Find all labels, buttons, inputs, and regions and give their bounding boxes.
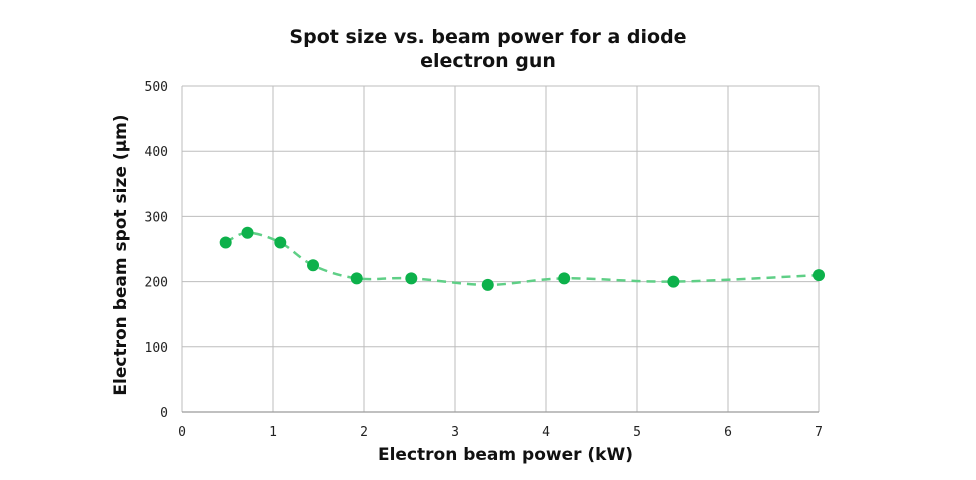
data-point <box>219 236 232 249</box>
data-point <box>350 272 363 285</box>
data-point <box>558 272 571 285</box>
y-tick-label: 500 <box>145 80 168 95</box>
x-tick-label: 6 <box>724 425 732 440</box>
y-tick-label: 300 <box>145 210 168 225</box>
data-point <box>813 269 825 282</box>
y-tick-label: 400 <box>145 145 168 160</box>
x-tick-label: 0 <box>178 425 186 440</box>
x-tick-label: 2 <box>360 425 368 440</box>
tick-labels: 0 1 2 3 4 5 6 7 0 100 200 300 400 500 <box>145 80 823 440</box>
chart-title-line-1: Spot size vs. beam power for a diode <box>289 26 687 48</box>
y-tick-label: 0 <box>160 406 168 421</box>
x-tick-label: 7 <box>815 425 823 440</box>
x-tick-label: 3 <box>451 425 459 440</box>
data-point <box>405 272 418 285</box>
data-point <box>667 275 680 288</box>
y-tick-label: 100 <box>145 341 168 356</box>
x-axis-title: Electron beam power (kW) <box>378 445 633 465</box>
series-line <box>225 231 820 287</box>
x-tick-label: 1 <box>269 425 277 440</box>
x-tick-label: 4 <box>542 425 550 440</box>
data-point <box>274 236 287 249</box>
data-point <box>307 259 320 272</box>
grid <box>181 85 820 413</box>
data-point <box>241 226 254 239</box>
y-tick-label: 200 <box>145 276 168 291</box>
x-tick-label: 5 <box>633 425 641 440</box>
chart-title-line-2: electron gun <box>420 50 556 72</box>
y-axis-title: Electron beam spot size (µm) <box>111 114 131 395</box>
data-point <box>481 278 494 291</box>
series-layer <box>219 226 825 291</box>
